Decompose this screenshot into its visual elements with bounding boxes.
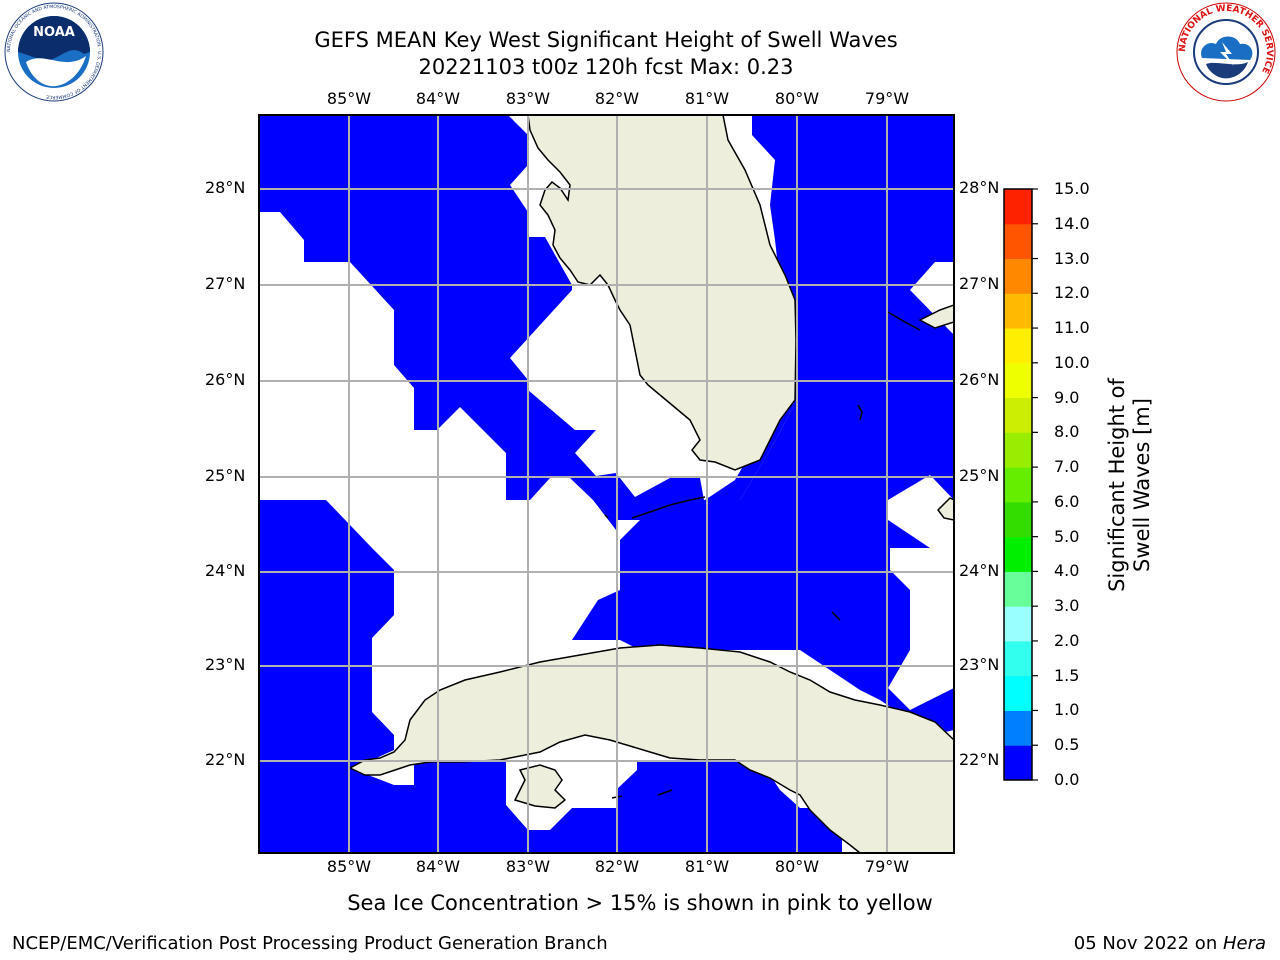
colorbar-segment xyxy=(1004,675,1032,711)
lat-label-left: 23°N xyxy=(205,655,246,674)
lon-label-top: 85°W xyxy=(326,89,372,108)
colorbar-frame xyxy=(1003,188,1033,781)
machine-name: Hera xyxy=(1222,933,1266,954)
colorbar-tick-label: 14.0 xyxy=(1054,213,1090,233)
colorbar-segment xyxy=(1004,536,1032,572)
lon-label-bottom: 81°W xyxy=(684,857,730,876)
lon-label-bottom: 83°W xyxy=(505,857,551,876)
colorbar xyxy=(1003,188,1038,781)
lon-label-bottom: 85°W xyxy=(326,857,372,876)
map-frame xyxy=(258,114,955,854)
lon-label-bottom: 79°W xyxy=(864,857,910,876)
colorbar-segment xyxy=(1004,223,1032,260)
colorbar-segment xyxy=(1004,362,1032,399)
lon-label-top: 83°W xyxy=(505,89,551,108)
lat-label-left: 27°N xyxy=(205,274,246,293)
lat-label-right: 23°N xyxy=(959,655,1000,674)
lat-label-left: 24°N xyxy=(205,561,246,580)
lat-label-right: 26°N xyxy=(959,370,1000,389)
colorbar-tick-label: 0.5 xyxy=(1054,735,1080,755)
colorbar-tick-label: 7.0 xyxy=(1054,457,1080,477)
lon-label-top: 80°W xyxy=(774,89,820,108)
lat-label-left: 28°N xyxy=(205,178,246,197)
colorbar-segment xyxy=(1004,501,1032,538)
lon-label-bottom: 82°W xyxy=(594,857,640,876)
colorbar-tick-label: 1.0 xyxy=(1054,700,1080,720)
colorbar-segment xyxy=(1004,432,1032,468)
bahamas-land xyxy=(918,304,954,329)
colorbar-tick-label: 15.0 xyxy=(1054,179,1090,198)
cuba-land xyxy=(348,644,954,853)
colorbar-tick-label: 10.0 xyxy=(1054,352,1090,372)
colorbar-segment xyxy=(1004,745,1032,781)
colorbar-tick-label: 13.0 xyxy=(1054,248,1090,268)
lat-label-right: 24°N xyxy=(959,561,1000,580)
colorbar-tick-label: 4.0 xyxy=(1054,561,1080,581)
lon-label-top: 84°W xyxy=(415,89,461,108)
lat-label-left: 26°N xyxy=(205,370,246,389)
lat-label-right: 25°N xyxy=(959,466,1000,485)
colorbar-tick-label: 8.0 xyxy=(1054,422,1080,442)
sea-ice-note: Sea Ice Concentration > 15% is shown in … xyxy=(347,891,933,915)
colorbar-segment xyxy=(1004,328,1032,364)
colorbar-tick-label: 2.0 xyxy=(1054,630,1080,650)
lon-label-bottom: 80°W xyxy=(774,857,820,876)
nws-logo: NATIONAL WEATHER SERVICE xyxy=(1176,2,1276,102)
colorbar-segment xyxy=(1004,293,1032,329)
date-text: 05 Nov 2022 on xyxy=(1073,933,1223,954)
lon-label-top: 82°W xyxy=(594,89,640,108)
colorbar-tick-label: 6.0 xyxy=(1054,491,1080,511)
colorbar-segment xyxy=(1004,258,1032,294)
colorbar-segment xyxy=(1004,189,1032,225)
colorbar-tick-label: 1.5 xyxy=(1054,665,1080,685)
lat-label-right: 28°N xyxy=(959,178,1000,197)
date-line: 05 Nov 2022 on Hera xyxy=(1074,933,1266,954)
colorbar-tick-label: 3.0 xyxy=(1054,596,1080,616)
colorbar-tick-label: 9.0 xyxy=(1054,387,1080,407)
chart-title: GEFS MEAN Key West Significant Height of… xyxy=(314,28,898,52)
colorbar-segment xyxy=(1004,606,1032,642)
lat-label-right: 27°N xyxy=(959,274,1000,293)
svg-text:NOAA: NOAA xyxy=(33,25,75,40)
lat-label-right: 22°N xyxy=(959,750,1000,769)
colorbar-label: Significant Height of Swell Waves [m] xyxy=(1105,378,1154,592)
colorbar-segment xyxy=(1004,467,1032,503)
colorbar-tick-label: 5.0 xyxy=(1054,526,1080,546)
colorbar-tick-label: 0.0 xyxy=(1054,770,1080,789)
colorbar-segment xyxy=(1004,640,1032,677)
colorbar-segment xyxy=(1004,571,1032,607)
lon-label-bottom: 84°W xyxy=(415,857,461,876)
credit-line: NCEP/EMC/Verification Post Processing Pr… xyxy=(12,933,608,954)
lon-label-top: 81°W xyxy=(684,89,730,108)
noaa-logo: NOAA NATIONAL OCEANIC AND ATMOSPHERIC AD… xyxy=(4,2,104,102)
chart-subtitle: 20221103 t00z 120h fcst Max: 0.23 xyxy=(418,55,794,79)
map-gridlines xyxy=(259,115,954,853)
colorbar-segment xyxy=(1004,710,1032,746)
colorbar-tick-label: 11.0 xyxy=(1054,318,1090,338)
lat-label-left: 25°N xyxy=(205,466,246,485)
lon-label-top: 79°W xyxy=(864,89,910,108)
colorbar-tick-label: 12.0 xyxy=(1054,283,1090,303)
colorbar-segment xyxy=(1004,397,1032,433)
lat-label-left: 22°N xyxy=(205,750,246,769)
